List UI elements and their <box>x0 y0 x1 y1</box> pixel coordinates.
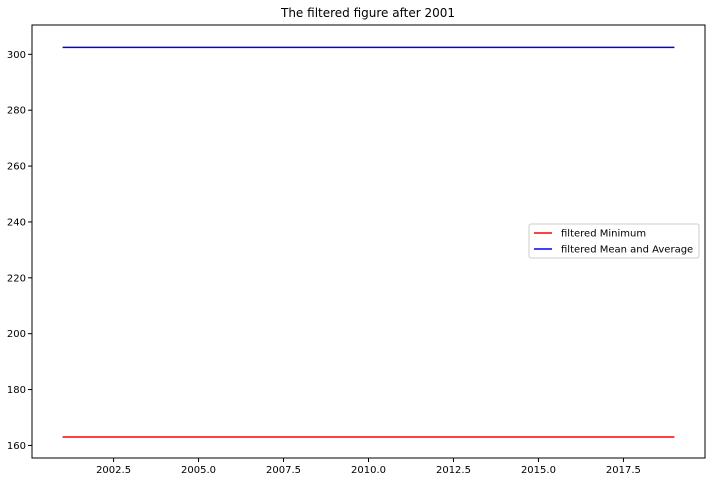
x-tick-label: 2007.5 <box>266 465 301 476</box>
x-tick-label: 2015.0 <box>521 465 556 476</box>
legend-label: filtered Mean and Average <box>561 245 693 256</box>
x-tick-label: 2017.5 <box>606 465 641 476</box>
legend-box <box>528 223 700 259</box>
y-tick-label: 180 <box>7 385 26 396</box>
y-tick-label: 280 <box>7 106 26 117</box>
x-tick-label: 2002.5 <box>96 465 131 476</box>
y-tick-label: 220 <box>7 273 26 284</box>
x-tick-label: 2005.0 <box>181 465 216 476</box>
y-tick-label: 300 <box>7 50 26 61</box>
series-lines <box>62 46 675 438</box>
legend-label: filtered Minimum <box>561 229 646 240</box>
y-tick-label: 240 <box>7 217 26 228</box>
legend: filtered Minimum filtered Mean and Averag… <box>528 223 700 259</box>
x-axis: 2002.5 2005.0 2007.5 2010.0 2012.5 2015.0 2017… <box>96 458 641 476</box>
x-tick-label: 2010.0 <box>351 465 386 476</box>
chart-title: The filtered figure after 2001 <box>280 6 455 20</box>
y-axis: 160 180 200 220 240 260 280 300 <box>7 50 32 452</box>
y-tick-label: 260 <box>7 162 26 173</box>
y-tick-label: 160 <box>7 441 26 452</box>
y-tick-label: 200 <box>7 329 26 340</box>
x-tick-label: 2012.5 <box>436 465 471 476</box>
